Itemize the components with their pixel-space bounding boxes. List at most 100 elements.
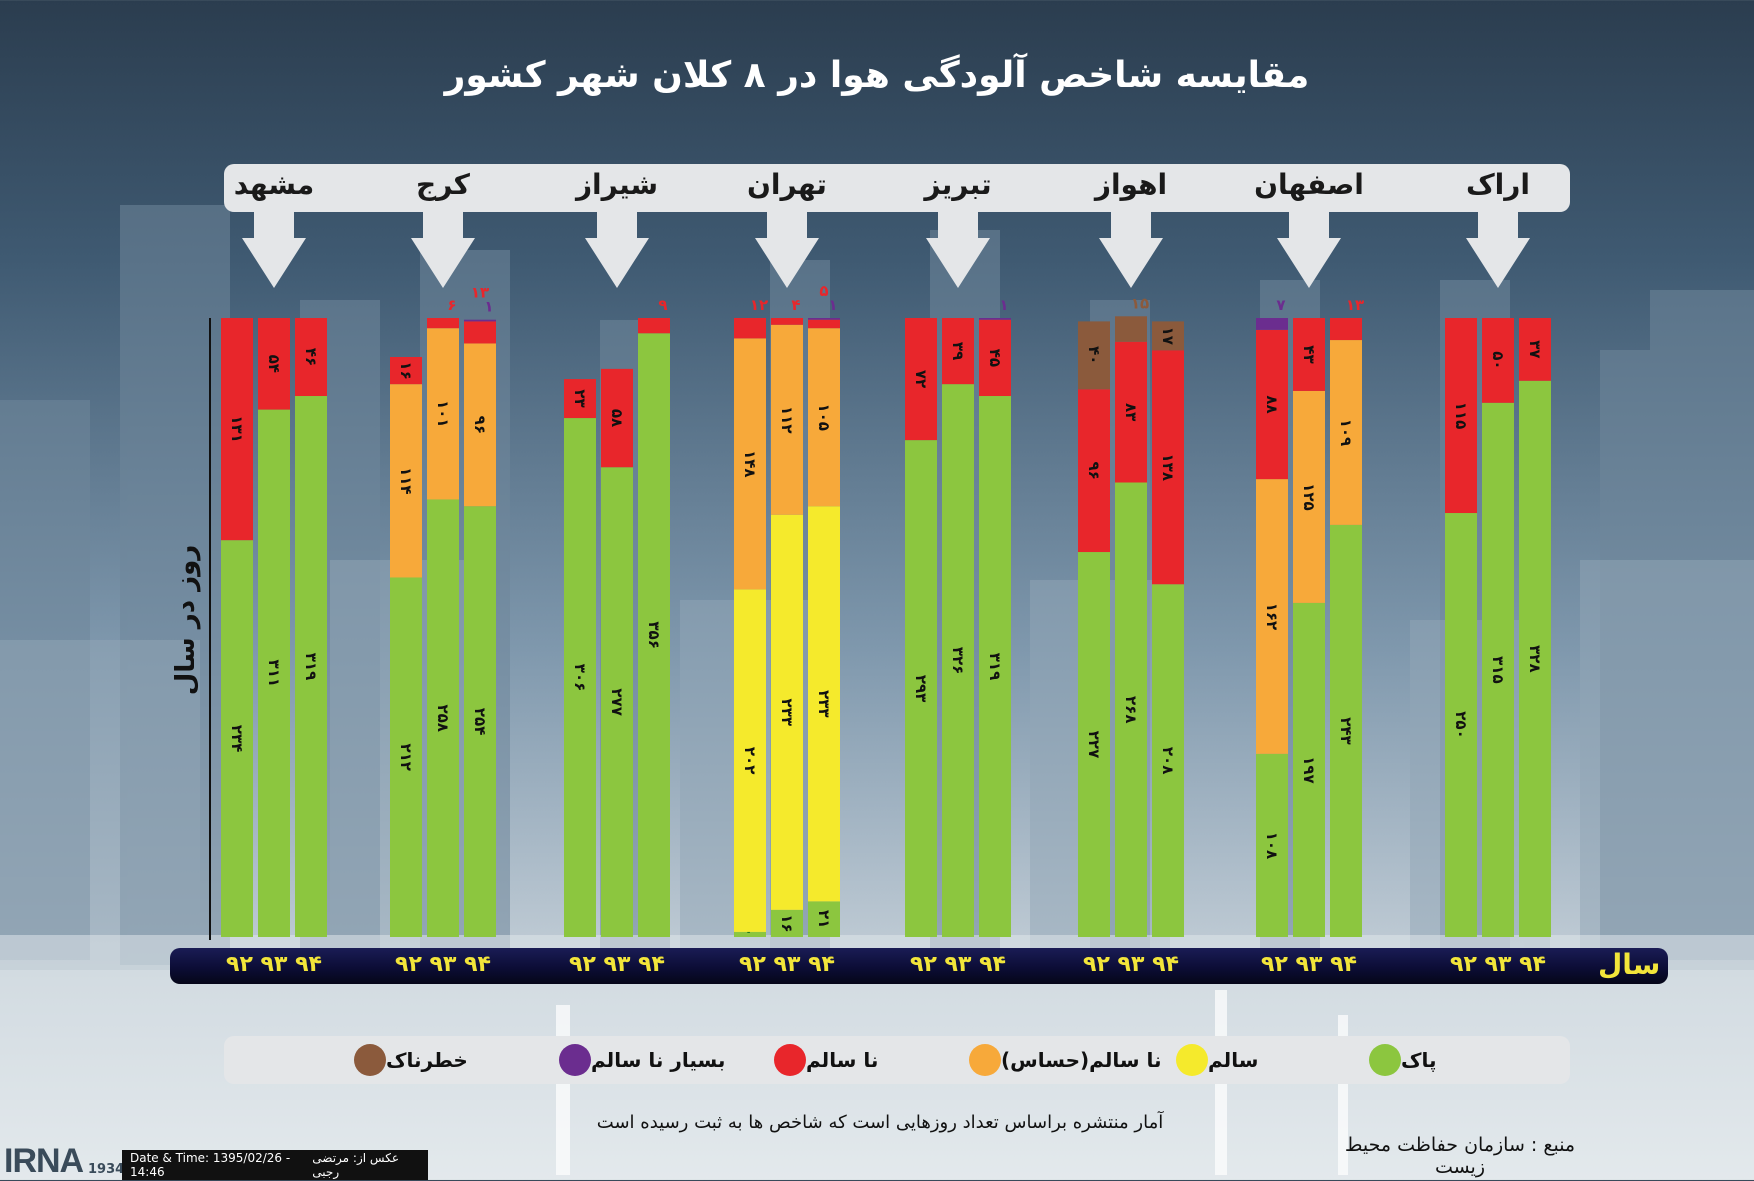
bar-value-label: ۲۷۷ [608,688,626,715]
bar-segment [638,318,670,334]
city-arrow-icon [926,212,990,288]
city-arrow-icon [242,212,306,288]
bar-segment [295,318,327,397]
bar-value-label: ۲۱ [815,910,833,928]
bar-segment [1078,389,1110,553]
bar-value-label: ۱۵ [1131,294,1149,312]
city-arrows [242,212,1530,288]
bar-value-label: ۷ [1276,296,1285,314]
legend-swatch-icon [1176,1044,1208,1076]
city-label: مشهد [233,168,315,201]
x-axis-label: سال [1598,948,1661,981]
bar-value-label: ۴ [791,296,800,314]
bar-value-label: ۱۶۲ [1263,603,1281,630]
bar-value-label: ۱۱۲ [778,406,796,433]
bar-value-label: ۱۳ [1346,296,1364,314]
legend-swatch-icon [969,1044,1001,1076]
bar-segment [1330,340,1362,525]
legend-item: بسیار نا سالم [545,1040,725,1080]
bar-segment [427,318,459,329]
bar-value-label: ۱۳۸ [1159,454,1177,481]
bar-value-label: ۳۷ [1526,340,1544,358]
bar-segment [808,328,840,507]
bar-value-label: ۱ [828,296,837,314]
city-label: کرج [416,168,470,201]
bar-segment [1330,318,1362,341]
bar-segment [564,379,596,419]
bar-value-label: ۶ [447,296,456,314]
bar-value-label: ۴۵ [986,349,1004,367]
bar-value-label: ۲۹۳ [912,675,930,702]
bar-segment [464,343,496,507]
bar-value-label: ۱۰۱ [434,400,452,427]
bar-value-label: ۲۰۸ [1159,747,1177,774]
bar-value-label: ۵۸ [608,409,626,427]
bar-value-label: ۳۱۵ [1489,656,1507,683]
legend-label: سالم [1208,1048,1259,1072]
bar-segment [258,318,290,410]
bar-value-label: ۱۰۸ [1263,832,1281,859]
legend-item: سالم [1162,1040,1258,1080]
bar-segment [1482,318,1514,403]
bar-value-label: ۲۳۳ [778,699,796,726]
bar-segment [1445,318,1477,514]
city-arrow-icon [411,212,475,288]
bar-segment [771,324,803,515]
bar-value-label: ۲۱۲ [397,744,415,771]
bar-segment [734,931,766,937]
bar-value-label: ۲۳ [571,389,589,407]
bar-value-label: ۳۹ [949,342,967,360]
legend-label: نا سالم [806,1048,879,1072]
city-label: اصفهان [1254,168,1364,201]
legend-item: نا سالم(حساس) [955,1040,1162,1080]
bar-segment [905,318,937,441]
legend-swatch-icon [774,1044,806,1076]
bar-segment [390,577,422,937]
bar-segment [1078,552,1110,937]
bar-segment [1256,318,1288,330]
bar-segment [221,318,253,541]
bar-value-label: ۲۲۷ [1085,731,1103,758]
legend [224,1036,1570,1084]
bar-value-label: ۱۲ [750,296,768,314]
bar-value-label: ۱۶ [397,361,415,379]
bars-layer: ۲۳۴۱۳۱۳۱۱۵۴۳۱۹۴۶۲۱۲۱۱۴۱۶۲۵۸۱۰۱۶۲۵۴۹۶۱۳۱۳… [221,282,1551,938]
bar-value-label: ۲۴۳ [1337,717,1355,744]
city-label: تبریز [924,168,992,201]
photo-credit-author: عکس از: مرتضی رجبی [312,1151,399,1179]
bar-value-label: ۱۰۵ [815,403,833,430]
city-label: شیراز [575,168,659,201]
year-tick-label: ۹۲ ۹۳ ۹۴ [226,952,322,977]
city-banner [224,164,1570,212]
city-arrow-icon [755,212,819,288]
bar-segment [564,418,596,938]
photo-credit-strip: Date & Time: 1395/02/26 - 14:46 عکس از: … [122,1150,428,1180]
bar-value-label: ۱۳ [471,284,489,302]
bar-segment [1482,402,1514,937]
bar-value-label: ۵ [819,282,828,300]
bar-value-label: ۱۱۵ [1452,402,1470,429]
bar-value-label: ۲۵۸ [434,704,452,731]
year-tick-label: ۹۲ ۹۳ ۹۴ [739,952,835,977]
bar-segment [638,333,670,937]
bar-segment [808,319,840,329]
city-arrow-icon [1099,212,1163,288]
bar-segment [942,318,974,385]
city-label: اراک [1466,168,1530,201]
city-arrow-icon [1277,212,1341,288]
bar-value-label: ۸۳ [1122,403,1140,421]
chart-title: مقایسه شاخص آلودگی هوا در ۸ کلان شهر کشو… [444,55,1310,96]
bar-value-label: ۲۳۴ [228,725,246,752]
bar-value-label: ۳۲۸ [1526,645,1544,672]
bar-segment [221,540,253,937]
bar-value-label: ۳۱۱ [265,660,283,687]
bar-value-label: ۲۰۲ [741,747,759,774]
bar-segment [295,396,327,937]
bar-value-label: ۱۷ [1159,327,1177,345]
bar-segment [1256,479,1288,754]
bar-value-label: ۱۲۵ [1300,483,1318,510]
bar-segment [979,318,1011,320]
year-tick-label: ۹۲ ۹۳ ۹۴ [395,952,491,977]
bar-segment [734,589,766,932]
